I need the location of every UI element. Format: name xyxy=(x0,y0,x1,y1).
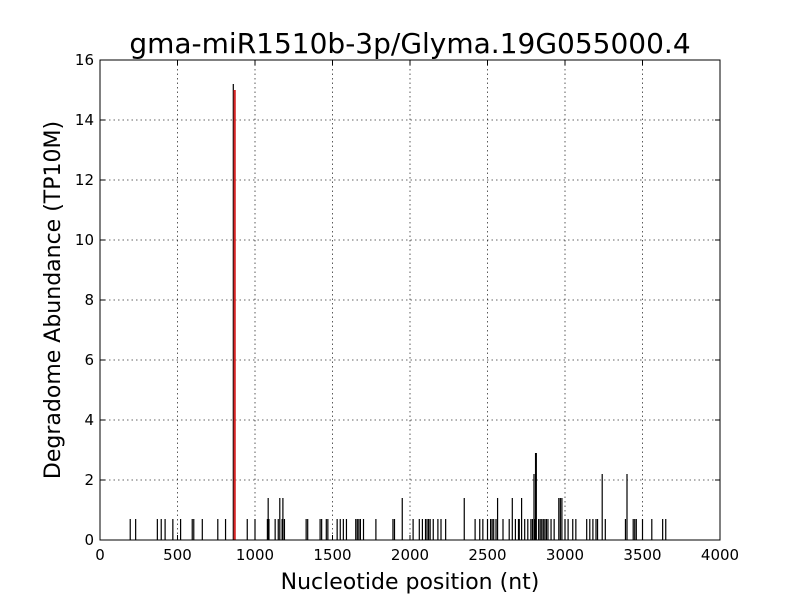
y-tick-label: 2 xyxy=(84,471,94,489)
x-tick-label: 500 xyxy=(163,546,192,564)
x-tick-label: 3500 xyxy=(623,546,661,564)
x-tick-label: 3000 xyxy=(546,546,584,564)
y-tick-label: 12 xyxy=(75,171,94,189)
y-tick-label: 6 xyxy=(84,351,94,369)
chart-title: gma-miR1510b-3p/Glyma.19G055000.4 xyxy=(129,27,690,60)
y-tick-label: 0 xyxy=(84,531,94,549)
x-tick-label: 1000 xyxy=(236,546,274,564)
x-tick-label: 4000 xyxy=(701,546,739,564)
y-tick-label: 8 xyxy=(84,291,94,309)
ticks-layer: 0 500 1000 1500 2000 2500 3000 3500 4000 0 2 4 6 8 10 1… xyxy=(75,51,739,564)
bars-layer xyxy=(129,84,667,540)
x-axis-label: Nucleotide position (nt) xyxy=(281,570,540,595)
x-tick-label: 2500 xyxy=(468,546,506,564)
y-axis-label: Degradome Abundance (TP10M) xyxy=(41,121,66,479)
grid-layer xyxy=(100,60,720,540)
x-tick-label: 2000 xyxy=(391,546,429,564)
x-tick-label: 1500 xyxy=(313,546,351,564)
y-tick-label: 16 xyxy=(75,51,94,69)
x-tick-label: 0 xyxy=(95,546,105,564)
y-tick-label: 14 xyxy=(75,111,94,129)
y-tick-label: 10 xyxy=(75,231,94,249)
y-tick-label: 4 xyxy=(84,411,94,429)
